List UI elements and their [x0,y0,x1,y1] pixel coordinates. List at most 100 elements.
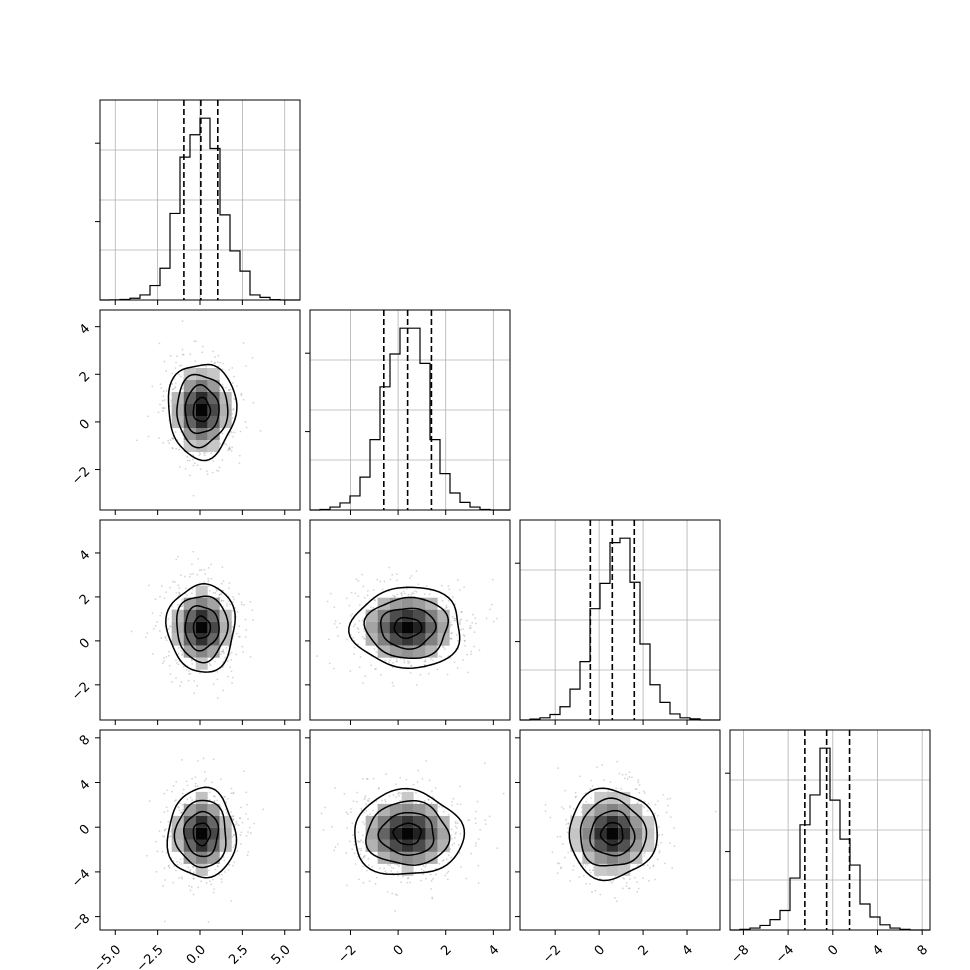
density-cell [207,803,220,816]
density-cell [377,839,390,852]
sample-point [671,867,674,869]
sample-point [628,776,631,778]
sample-point [326,600,329,603]
density-cell [171,404,184,416]
sample-point [648,867,651,869]
sample-point [567,822,570,825]
sample-point [247,850,250,853]
density-cell [594,839,607,852]
sample-point [194,782,197,785]
sample-point [406,881,409,884]
sample-point [367,857,370,860]
sample-point [228,389,230,392]
sample-point [162,390,165,393]
sample-point [352,636,355,639]
sample-point [245,834,248,837]
sample-point [557,767,560,769]
sample-point [589,883,591,885]
sample-point [582,874,585,877]
sample-point [345,852,348,854]
sample-point [182,665,185,668]
sample-point [225,443,228,446]
density-cell [389,839,402,852]
sample-point [435,873,437,876]
sample-point [714,810,717,813]
sample-point [241,645,244,648]
sample-point [405,587,408,590]
sample-point [423,800,426,802]
sample-point [178,806,180,809]
sample-point [585,800,588,803]
x-tick-label: −4 [773,942,797,966]
sample-point [233,844,236,847]
sample-point [244,618,247,621]
sample-point [459,623,461,625]
sample-point [367,864,370,867]
sample-point [338,622,341,625]
sample-point [177,647,180,649]
sample-point [186,459,189,462]
sample-point [178,587,181,590]
sample-point [171,447,174,449]
sample-point [219,389,222,392]
sample-point [198,454,201,457]
sample-point [450,828,453,831]
sample-point [185,668,188,671]
sample-point [174,385,177,388]
sample-point [233,833,236,836]
density-cell [389,827,402,840]
sample-point [211,471,214,474]
x-tick-label: 0 [592,942,608,958]
sample-point [180,812,183,815]
sample-point [647,802,650,805]
sample-point [634,788,637,791]
sample-point [565,818,567,821]
sample-point [178,809,181,812]
density-cell [401,633,414,646]
sample-point [454,603,457,606]
sample-point [175,659,177,662]
sample-point [238,462,241,465]
sample-point [560,805,563,808]
density-cell [377,815,390,828]
sample-point [357,878,360,881]
sample-point [177,663,180,666]
density-cell [389,633,402,646]
sample-point [247,818,249,820]
sample-point [628,887,631,890]
density-cell [606,815,619,828]
sample-point [181,348,184,351]
sample-point [164,879,166,881]
sample-point [158,342,161,345]
sample-point [328,662,331,665]
sample-point [384,799,386,801]
sample-point [484,823,487,826]
sample-point [456,667,459,670]
sample-point [216,865,219,868]
sample-point [444,874,447,877]
sample-point [662,793,665,796]
sample-point [245,629,248,631]
density-cell [413,851,426,864]
sample-point [182,650,184,653]
sample-point [488,815,491,818]
sample-point [213,888,215,891]
sample-point [332,667,335,670]
sample-point [168,625,171,628]
sample-point [233,431,236,434]
sample-point [357,855,359,858]
sample-point [231,435,234,438]
sample-point [182,788,185,791]
sample-point [219,805,222,808]
density-cell [183,851,196,864]
density-cell [425,803,438,816]
sample-point [410,664,413,667]
density-cell [183,428,196,440]
density-cell [377,827,390,840]
sample-point [189,889,192,892]
sample-point [643,852,645,855]
sample-point [187,866,189,869]
density-cell [377,633,390,646]
sample-point [430,880,433,882]
contour-0 [192,822,212,847]
